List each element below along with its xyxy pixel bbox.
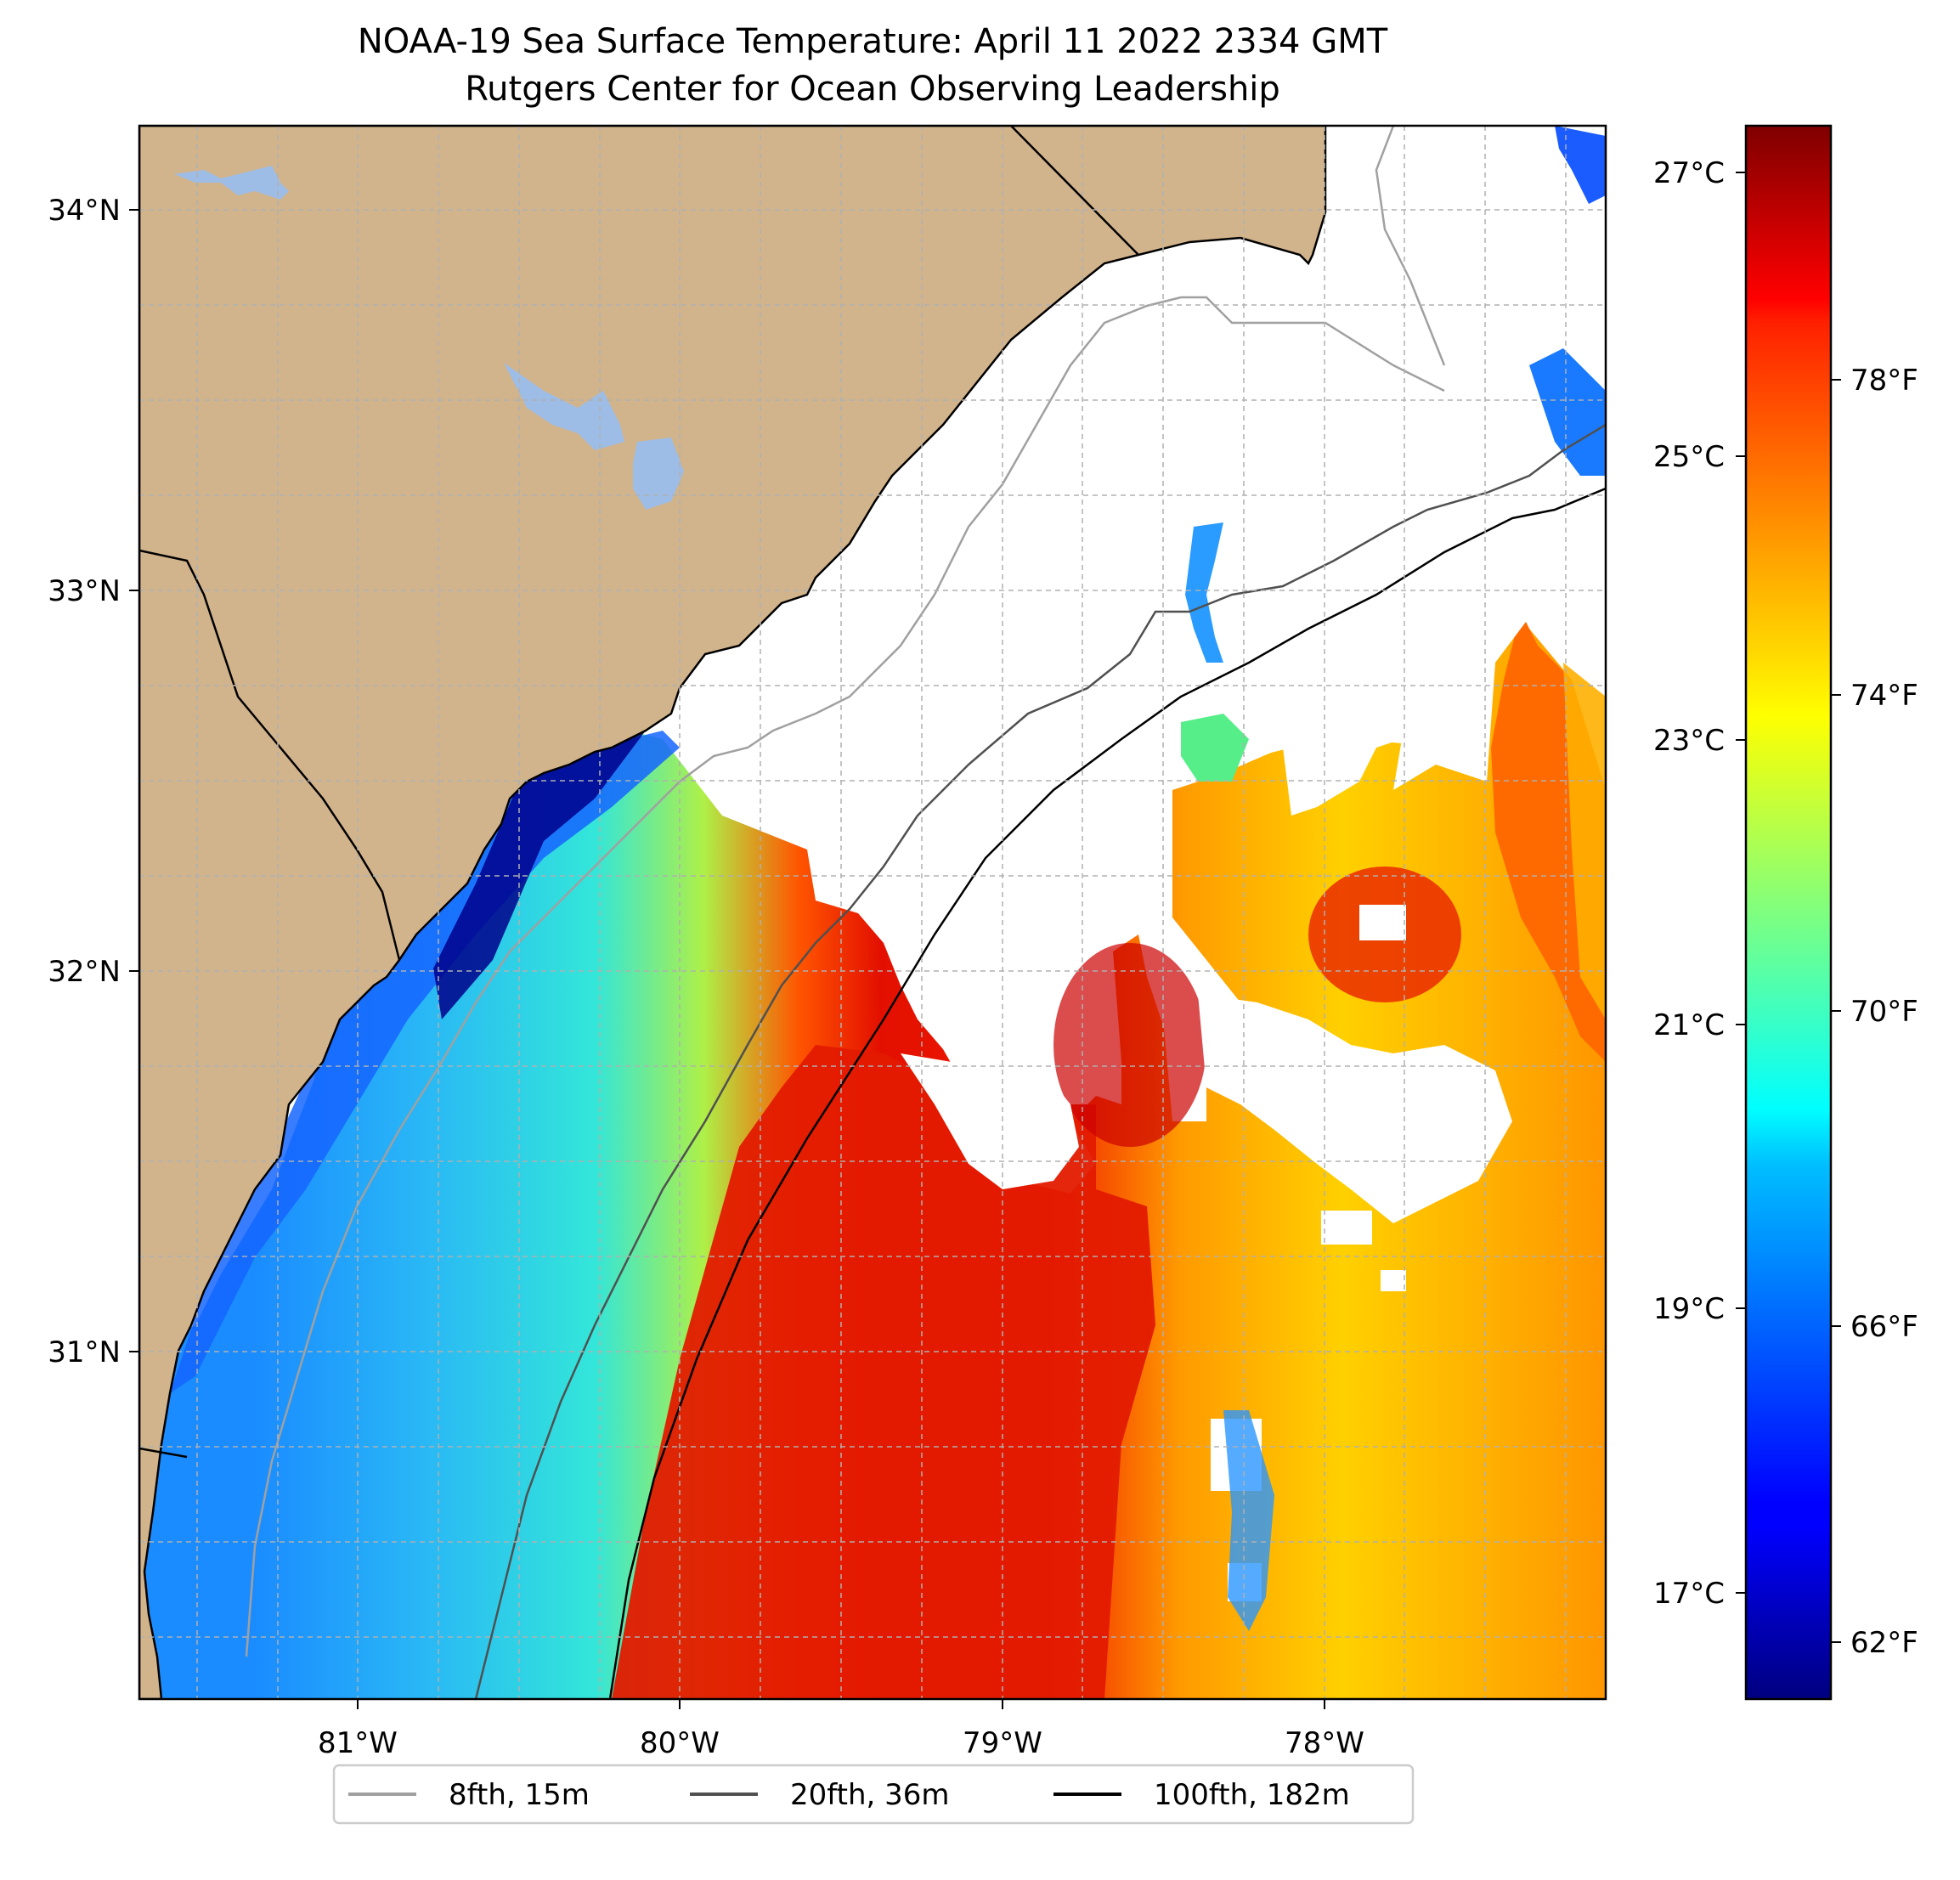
lake-north bbox=[174, 166, 289, 200]
axis-ticks bbox=[129, 209, 1325, 1709]
sst-ne-cold-filament bbox=[1529, 348, 1606, 476]
cloud-patch bbox=[1359, 905, 1406, 940]
sst-east-yellow-band bbox=[1563, 663, 1606, 1019]
graticule bbox=[139, 126, 1606, 1699]
lon-tick-label: 80°W bbox=[640, 1726, 720, 1760]
colorbar-fahrenheit-label: 62°F bbox=[1850, 1626, 1918, 1660]
map-title-line1: NOAA-19 Sea Surface Temperature: April 1… bbox=[358, 22, 1388, 61]
isobath-8fth bbox=[245, 296, 1445, 1657]
lake-moultrie bbox=[633, 438, 684, 510]
colorbar-celsius-label: 17°C bbox=[1653, 1577, 1725, 1611]
legend: 8fth, 15m 20fth, 36m 100fth, 182m bbox=[332, 1764, 1415, 1825]
lat-tick-label: 32°N bbox=[48, 955, 121, 989]
cloud-patch bbox=[1321, 1211, 1372, 1245]
colorbar-fahrenheit-label: 78°F bbox=[1850, 364, 1918, 398]
colorbar-fahrenheit-label: 74°F bbox=[1850, 679, 1918, 713]
colorbar-fahrenheit-label: 70°F bbox=[1850, 995, 1918, 1029]
isobath-100fth bbox=[608, 487, 1606, 1699]
lat-tick-label: 31°N bbox=[48, 1335, 121, 1369]
lon-tick-label: 78°W bbox=[1285, 1726, 1364, 1760]
state-border bbox=[1010, 126, 1139, 256]
legend-box bbox=[332, 1764, 1415, 1825]
sst-gulf-stream-core bbox=[612, 1045, 1155, 1699]
lon-tick-label: 79°W bbox=[963, 1726, 1042, 1760]
legend-label-8fth: 8fth, 15m bbox=[449, 1778, 590, 1812]
isobath-8fth-north bbox=[1375, 126, 1446, 366]
sst-offshore-cold-streak bbox=[1185, 522, 1223, 663]
colorbar-celsius-label: 23°C bbox=[1653, 724, 1725, 758]
legend-label-20fth: 20fth, 36m bbox=[790, 1778, 950, 1812]
legend-label-100fth: 100fth, 182m bbox=[1154, 1778, 1350, 1812]
colorbar-celsius-label: 25°C bbox=[1653, 440, 1725, 474]
lat-tick-labels: 34°N 33°N 32°N 31°N bbox=[48, 194, 121, 1369]
colorbar-gradient bbox=[1744, 124, 1833, 1701]
sst-blue-streak-south bbox=[1223, 1410, 1274, 1631]
land-area bbox=[139, 126, 1327, 1699]
colorbar: 27°C 25°C 23°C 21°C 19°C 17°C 78°F 74°F … bbox=[1653, 124, 1918, 1701]
map-title-line2: Rutgers Center for Ocean Observing Leade… bbox=[465, 70, 1280, 109]
cloud-mask-central bbox=[901, 1053, 1079, 1189]
sst-ne-cold-filament bbox=[1555, 126, 1606, 204]
colorbar-celsius-label: 27°C bbox=[1653, 156, 1725, 190]
sst-red-core-blob-north bbox=[1053, 943, 1206, 1147]
cloud-mask-mid-east bbox=[1198, 994, 1512, 1223]
colorbar-celsius-label: 21°C bbox=[1653, 1008, 1725, 1042]
lat-tick-label: 33°N bbox=[48, 574, 121, 608]
map-plot-area bbox=[139, 126, 1606, 1699]
map-frame bbox=[138, 124, 1607, 1701]
lat-tick-label: 34°N bbox=[48, 194, 121, 228]
lon-tick-label: 81°W bbox=[318, 1726, 398, 1760]
colorbar-fahrenheit-label: 66°F bbox=[1850, 1310, 1918, 1344]
lon-tick-labels: 81°W 80°W 79°W 78°W bbox=[318, 1726, 1364, 1760]
state-border bbox=[139, 1447, 188, 1459]
sst-green-patch bbox=[1181, 714, 1249, 782]
state-border bbox=[139, 549, 401, 961]
colorbar-ticks bbox=[1736, 172, 1841, 1643]
lake-marion bbox=[504, 363, 624, 450]
sst-cold-pocket bbox=[433, 731, 646, 1019]
cloud-patch bbox=[1381, 1270, 1406, 1291]
colorbar-celsius-label: 19°C bbox=[1653, 1292, 1725, 1326]
